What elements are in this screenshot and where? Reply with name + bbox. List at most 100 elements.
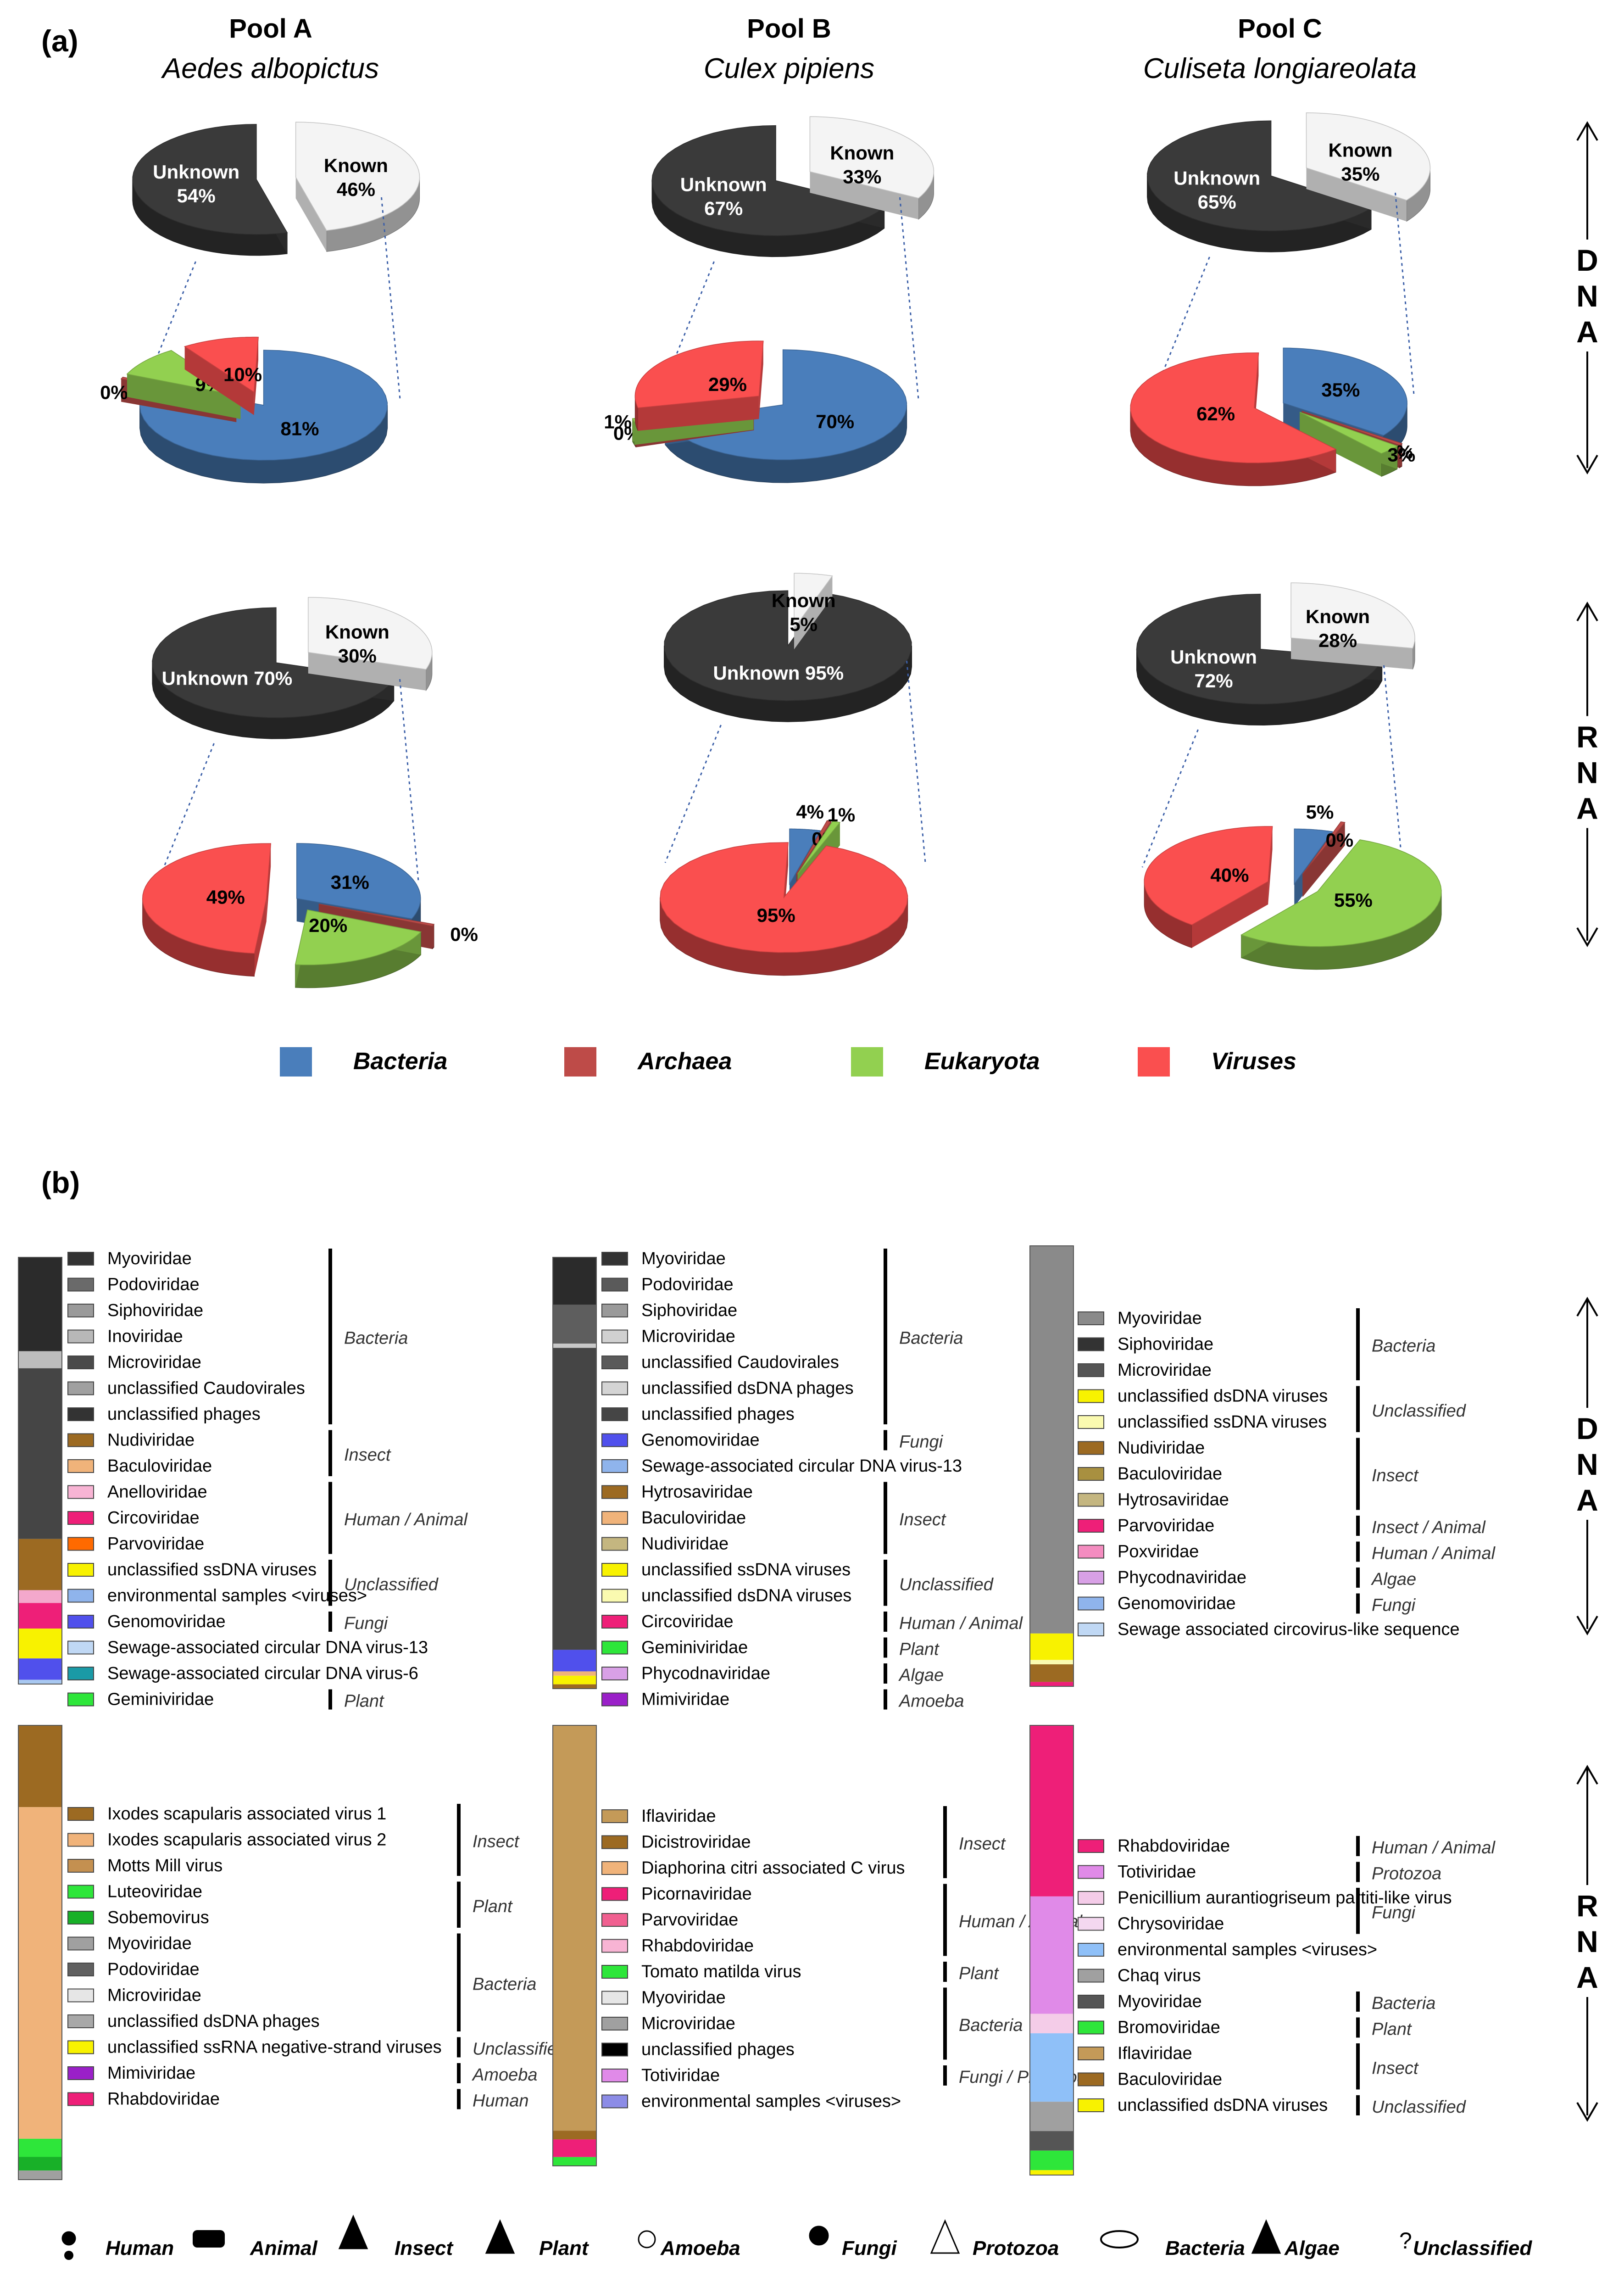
pool-species: Culex pipiens [704, 53, 874, 84]
zoom-line [399, 679, 419, 881]
stack-segment [553, 2139, 596, 2157]
family-swatch [67, 1667, 94, 1680]
known-value: 5% [790, 614, 818, 635]
family-label: Rhabdoviridae [1118, 1836, 1230, 1856]
family-swatch [67, 2092, 94, 2106]
family-swatch [1078, 1571, 1104, 1584]
host-label: Plant [959, 1964, 999, 1983]
family-label: Parvoviridae [107, 1534, 204, 1554]
family-label: unclassified phages [641, 1405, 795, 1424]
unknown-label: Unknown 70% [162, 667, 293, 689]
slice-label: 49% [206, 887, 245, 908]
family-label: Phycodnaviridae [1118, 1568, 1246, 1587]
family-label: Genomoviridae [1118, 1594, 1236, 1613]
host-legend-label: Algae [1284, 2237, 1340, 2259]
stack-frame [18, 1257, 62, 1685]
slice-archaea [1302, 821, 1346, 898]
family-swatch [67, 1537, 94, 1551]
known-value: 28% [1318, 630, 1357, 651]
family-label: Myoviridae [107, 1249, 192, 1268]
family-swatch [67, 2014, 94, 2028]
family-label: Podoviridae [107, 1960, 200, 1979]
stack-segment [1030, 2150, 1073, 2170]
host-label: Human / Animal [899, 1614, 1023, 1633]
host-label: Insect [1372, 1466, 1419, 1485]
stack-segment [553, 1305, 596, 1344]
host-label: Unclassified [473, 2040, 567, 2059]
family-swatch [1078, 2098, 1104, 2112]
family-swatch [1078, 1596, 1104, 1611]
fungi-icon [809, 2226, 829, 2246]
known-value: 33% [843, 166, 881, 187]
slice-viruses [184, 336, 259, 415]
legend-label: Bacteria [353, 1048, 447, 1075]
rna-b-arrow-head-down [1576, 2102, 1598, 2122]
host-label: Algae [898, 1666, 944, 1685]
stack-segment [18, 1679, 62, 1684]
rna-a-label-bg [1569, 716, 1606, 828]
family-label: Ixodes scapularis associated virus 1 [107, 1804, 386, 1824]
family-swatch [67, 1885, 94, 1899]
pie-unknown [1136, 593, 1383, 726]
family-swatch [1078, 1441, 1104, 1455]
stack-frame [18, 1725, 62, 2180]
host-label: Algae [1371, 1570, 1416, 1589]
pie-known [809, 116, 934, 220]
family-label: Sewage-associated circular DNA virus-13 [641, 1456, 962, 1476]
slice-label: 3% [1387, 444, 1415, 465]
family-swatch [67, 1615, 94, 1629]
host-legend-label: Animal [250, 2237, 317, 2259]
family-label: Mimiviridae [641, 1690, 729, 1709]
family-swatch [1078, 1865, 1104, 1879]
host-label: Unclassified [899, 1575, 994, 1594]
legend-swatch-eukaryota [851, 1047, 883, 1077]
host-label: Bacteria [959, 2016, 1023, 2035]
unknown-label: Unknown 95% [713, 662, 844, 684]
stack-segment [18, 2138, 62, 2157]
stack-segment [1030, 2131, 1073, 2151]
family-swatch [601, 1615, 628, 1629]
dna-b-letter: A [1576, 1483, 1598, 1517]
family-swatch [601, 1511, 628, 1525]
legend-label: Eukaryota [924, 1048, 1040, 1075]
family-swatch [1078, 1969, 1104, 1983]
family-swatch [601, 1485, 628, 1499]
family-swatch [601, 1809, 628, 1823]
host-legend-label: Fungi [842, 2237, 897, 2259]
family-label: unclassified ssRNA negative-strand virus… [107, 2038, 442, 2057]
human-icon-body [64, 2251, 73, 2260]
dna-a-label-bg [1569, 240, 1606, 351]
family-label: unclassified Caudovirales [641, 1353, 839, 1372]
family-swatch [67, 1277, 94, 1292]
family-swatch [67, 1988, 94, 2003]
family-swatch [67, 1485, 94, 1499]
unknown-label: Unknown [680, 174, 767, 195]
host-label: Plant [899, 1640, 940, 1659]
host-legend-label: Plant [539, 2237, 590, 2259]
family-label: unclassified dsDNA viruses [1118, 2096, 1328, 2115]
stack-segment [553, 2131, 596, 2140]
pie-unknown [132, 124, 288, 256]
host-label: Bacteria [473, 1975, 536, 1994]
family-swatch [67, 1640, 94, 1655]
stack-frame [552, 1725, 597, 2166]
family-swatch [1078, 1519, 1104, 1533]
pool-title: Pool B [747, 14, 831, 44]
family-label: Sewage associated circovirus-like sequen… [1118, 1620, 1460, 1639]
host-label: Insect [344, 1445, 391, 1465]
rna-a-letter: N [1576, 756, 1598, 790]
unknown-label: Unknown [1174, 167, 1260, 189]
dna-b-arrow-head-up [1576, 1297, 1598, 1317]
family-swatch [67, 1563, 94, 1577]
family-swatch [67, 1807, 94, 1821]
family-swatch [601, 1589, 628, 1603]
rna-a-letter: A [1576, 792, 1598, 826]
family-label: Tomato matilda virus [641, 1962, 801, 1981]
slice-viruses [142, 843, 272, 977]
family-swatch [601, 1407, 628, 1421]
known-label: Known [325, 621, 389, 643]
pie-known [1306, 112, 1431, 222]
stack-segment [18, 1725, 62, 1807]
family-swatch [601, 1277, 628, 1292]
